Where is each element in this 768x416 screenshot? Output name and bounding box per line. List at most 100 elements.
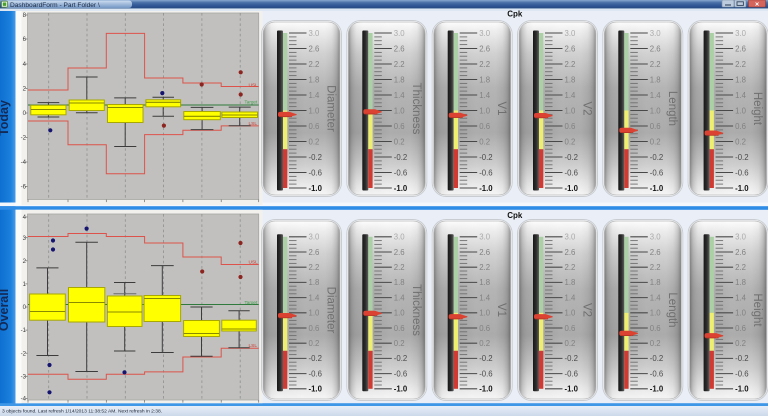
svg-text:-2: -2 bbox=[21, 351, 27, 357]
svg-text:8: 8 bbox=[23, 13, 27, 19]
svg-text:4: 4 bbox=[23, 62, 27, 68]
svg-text:1.8: 1.8 bbox=[479, 75, 490, 84]
svg-text:2.2: 2.2 bbox=[565, 60, 576, 69]
svg-text:Target: Target bbox=[245, 300, 258, 305]
svg-text:0.2: 0.2 bbox=[309, 137, 320, 146]
svg-text:1.4: 1.4 bbox=[309, 91, 321, 100]
svg-text:0.2: 0.2 bbox=[565, 137, 576, 146]
svg-text:-0.2: -0.2 bbox=[650, 153, 663, 162]
svg-text:1: 1 bbox=[23, 282, 27, 288]
svg-text:1.0: 1.0 bbox=[735, 106, 747, 115]
svg-text:Height: Height bbox=[751, 92, 763, 126]
svg-text:-2: -2 bbox=[21, 136, 27, 142]
svg-text:2.2: 2.2 bbox=[650, 263, 661, 272]
svg-text:2.6: 2.6 bbox=[479, 248, 490, 257]
svg-text:1.8: 1.8 bbox=[309, 75, 320, 84]
svg-text:1.0: 1.0 bbox=[394, 309, 406, 318]
svg-text:-0.2: -0.2 bbox=[394, 153, 407, 162]
svg-text:4: 4 bbox=[23, 215, 27, 221]
svg-text:2.6: 2.6 bbox=[735, 44, 746, 53]
svg-text:3.0: 3.0 bbox=[309, 29, 321, 38]
svg-text:2.2: 2.2 bbox=[650, 60, 661, 69]
svg-text:2.6: 2.6 bbox=[565, 44, 576, 53]
svg-text:-4: -4 bbox=[21, 160, 27, 166]
svg-text:0.6: 0.6 bbox=[394, 122, 405, 131]
svg-text:-0.2: -0.2 bbox=[479, 153, 492, 162]
svg-text:1.4: 1.4 bbox=[735, 91, 747, 100]
svg-text:1.4: 1.4 bbox=[479, 91, 491, 100]
svg-text:3.0: 3.0 bbox=[565, 29, 577, 38]
svg-text:0.6: 0.6 bbox=[650, 122, 661, 131]
svg-text:2.6: 2.6 bbox=[394, 44, 405, 53]
svg-text:-1: -1 bbox=[21, 328, 27, 334]
svg-text:3.0: 3.0 bbox=[479, 233, 491, 242]
svg-text:-0.6: -0.6 bbox=[309, 168, 322, 177]
svg-text:1.0: 1.0 bbox=[394, 106, 406, 115]
svg-text:-1.0: -1.0 bbox=[735, 184, 749, 193]
svg-text:0.6: 0.6 bbox=[650, 324, 661, 333]
svg-text:1.8: 1.8 bbox=[394, 278, 405, 287]
svg-text:2.2: 2.2 bbox=[394, 60, 405, 69]
svg-text:-0.6: -0.6 bbox=[735, 369, 748, 378]
svg-text:Cpk: Cpk bbox=[507, 10, 523, 19]
svg-text:-0.6: -0.6 bbox=[565, 168, 578, 177]
svg-text:1.0: 1.0 bbox=[309, 309, 321, 318]
svg-text:0.2: 0.2 bbox=[650, 339, 661, 348]
svg-text:1.8: 1.8 bbox=[565, 278, 576, 287]
svg-text:DashboardForm - Part Folder \: DashboardForm - Part Folder \ bbox=[10, 2, 100, 9]
svg-text:3.0: 3.0 bbox=[735, 29, 747, 38]
svg-text:-0.2: -0.2 bbox=[479, 354, 492, 363]
svg-text:2.6: 2.6 bbox=[735, 248, 746, 257]
svg-text:-0.2: -0.2 bbox=[565, 354, 578, 363]
svg-text:1.4: 1.4 bbox=[309, 293, 321, 302]
svg-text:3.0: 3.0 bbox=[394, 233, 406, 242]
svg-text:1.8: 1.8 bbox=[650, 75, 661, 84]
svg-text:1.0: 1.0 bbox=[565, 309, 577, 318]
svg-text:1.0: 1.0 bbox=[479, 106, 491, 115]
svg-text:-1.0: -1.0 bbox=[309, 184, 323, 193]
svg-text:2: 2 bbox=[23, 87, 27, 93]
svg-text:2.2: 2.2 bbox=[565, 263, 576, 272]
svg-text:3.0: 3.0 bbox=[650, 29, 662, 38]
svg-text:1.4: 1.4 bbox=[565, 91, 577, 100]
svg-text:1.0: 1.0 bbox=[650, 309, 662, 318]
svg-text:1.8: 1.8 bbox=[565, 75, 576, 84]
svg-text:V2: V2 bbox=[580, 303, 592, 317]
svg-text:-3: -3 bbox=[21, 374, 27, 380]
svg-text:2.2: 2.2 bbox=[735, 263, 746, 272]
svg-text:LSL: LSL bbox=[249, 121, 258, 127]
svg-text:Length: Length bbox=[666, 292, 678, 327]
svg-text:Diameter: Diameter bbox=[324, 85, 336, 132]
svg-text:2: 2 bbox=[23, 259, 27, 265]
svg-text:2.2: 2.2 bbox=[735, 60, 746, 69]
svg-text:0.2: 0.2 bbox=[565, 339, 576, 348]
svg-text:-0.6: -0.6 bbox=[479, 369, 492, 378]
svg-text:-1.0: -1.0 bbox=[479, 184, 493, 193]
svg-text:0.2: 0.2 bbox=[735, 137, 746, 146]
svg-text:1.0: 1.0 bbox=[565, 106, 577, 115]
svg-text:1.4: 1.4 bbox=[394, 293, 406, 302]
svg-text:-1.0: -1.0 bbox=[479, 385, 493, 394]
svg-text:Diameter: Diameter bbox=[324, 287, 336, 334]
svg-text:1.8: 1.8 bbox=[309, 278, 320, 287]
svg-text:-0.6: -0.6 bbox=[650, 369, 663, 378]
svg-text:-0.6: -0.6 bbox=[394, 168, 407, 177]
svg-text:Overall: Overall bbox=[0, 289, 11, 331]
svg-text:-1.0: -1.0 bbox=[650, 184, 664, 193]
svg-text:-0.6: -0.6 bbox=[650, 168, 663, 177]
svg-text:0.6: 0.6 bbox=[565, 122, 576, 131]
svg-text:1.4: 1.4 bbox=[394, 91, 406, 100]
svg-text:-0.2: -0.2 bbox=[735, 153, 748, 162]
svg-text:1.8: 1.8 bbox=[650, 278, 661, 287]
svg-text:0.6: 0.6 bbox=[735, 122, 746, 131]
svg-text:2.2: 2.2 bbox=[309, 60, 320, 69]
svg-text:2.6: 2.6 bbox=[394, 248, 405, 257]
svg-text:0.6: 0.6 bbox=[565, 324, 576, 333]
svg-text:2.6: 2.6 bbox=[309, 248, 320, 257]
svg-text:1.0: 1.0 bbox=[735, 309, 747, 318]
svg-text:3.0: 3.0 bbox=[479, 29, 491, 38]
svg-text:V2: V2 bbox=[580, 101, 592, 115]
svg-text:-0.6: -0.6 bbox=[394, 369, 407, 378]
svg-text:-0.6: -0.6 bbox=[735, 168, 748, 177]
svg-text:0.2: 0.2 bbox=[394, 339, 405, 348]
